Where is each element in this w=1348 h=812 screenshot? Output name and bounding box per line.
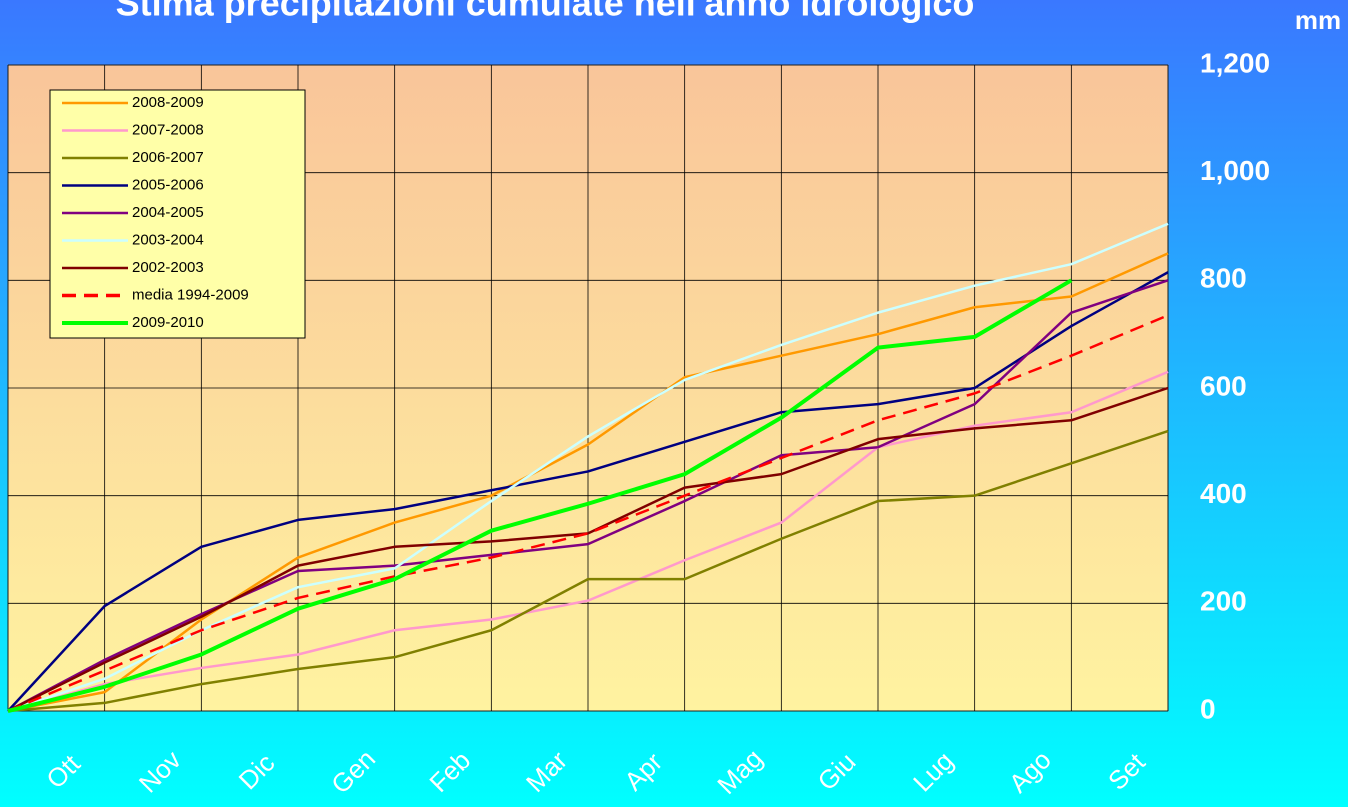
y-tick-label: 800 <box>1200 263 1247 294</box>
legend-label: media 1994-2009 <box>132 286 249 303</box>
series-line <box>7 271 1169 712</box>
series-line <box>7 429 1169 713</box>
legend-label: 2009-2010 <box>132 314 204 331</box>
y-tick-label: 200 <box>1200 586 1247 617</box>
legend-label: 2004-2005 <box>132 204 204 221</box>
legend-label: 2007-2008 <box>132 121 204 138</box>
y-axis-label: mm <box>1295 5 1341 35</box>
series-line <box>7 370 1169 713</box>
series-line <box>7 252 1169 713</box>
y-tick-label: 600 <box>1200 370 1247 401</box>
series-line <box>7 386 1169 713</box>
y-tick-label: 1,200 <box>1200 47 1270 78</box>
y-tick-label: 400 <box>1200 478 1247 509</box>
legend-label: 2008-2009 <box>132 94 204 111</box>
series-line <box>7 314 1169 713</box>
series-line <box>7 279 1169 713</box>
chart-title: Stima precipitazioni cumulate nell'anno … <box>116 0 975 24</box>
legend-label: 2002-2003 <box>132 259 204 276</box>
series-line <box>7 278 1073 713</box>
y-tick-label: 1,000 <box>1200 155 1270 186</box>
legend-label: 2005-2006 <box>132 176 204 193</box>
legend-label: 2006-2007 <box>132 149 204 166</box>
legend-label: 2003-2004 <box>132 231 204 248</box>
y-tick-label: 0 <box>1200 693 1216 724</box>
